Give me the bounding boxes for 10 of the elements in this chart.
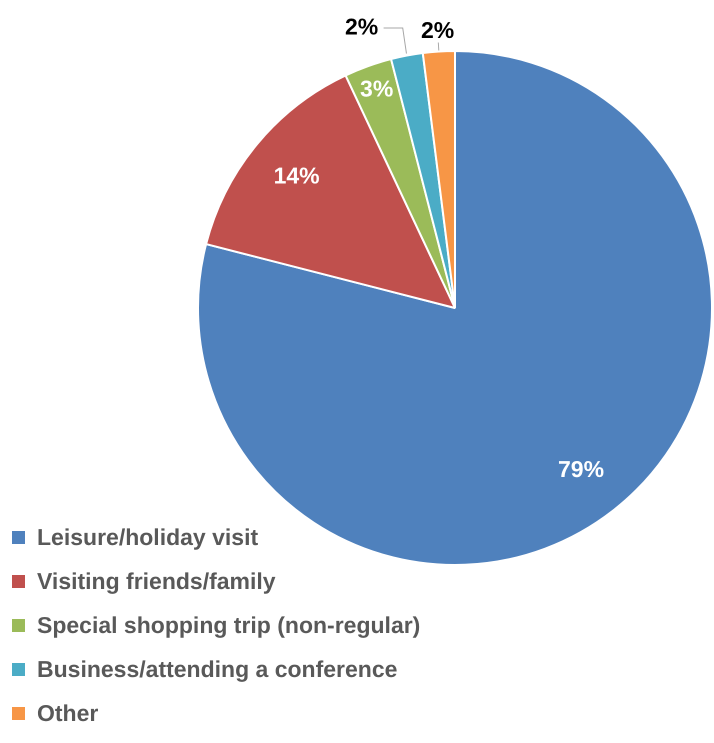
data-label: 14% (274, 162, 320, 188)
legend-label: Business/attending a conference (37, 656, 398, 682)
data-label: 2% (420, 16, 454, 43)
data-label: 2% (344, 13, 378, 40)
legend-label: Special shopping trip (non-regular) (37, 612, 420, 638)
legend-label: Visiting friends/family (37, 568, 276, 594)
legend-label: Leisure/holiday visit (37, 524, 258, 550)
data-label: 3% (360, 76, 394, 102)
data-label: 79% (558, 456, 604, 482)
legend-label: Other (37, 700, 98, 726)
